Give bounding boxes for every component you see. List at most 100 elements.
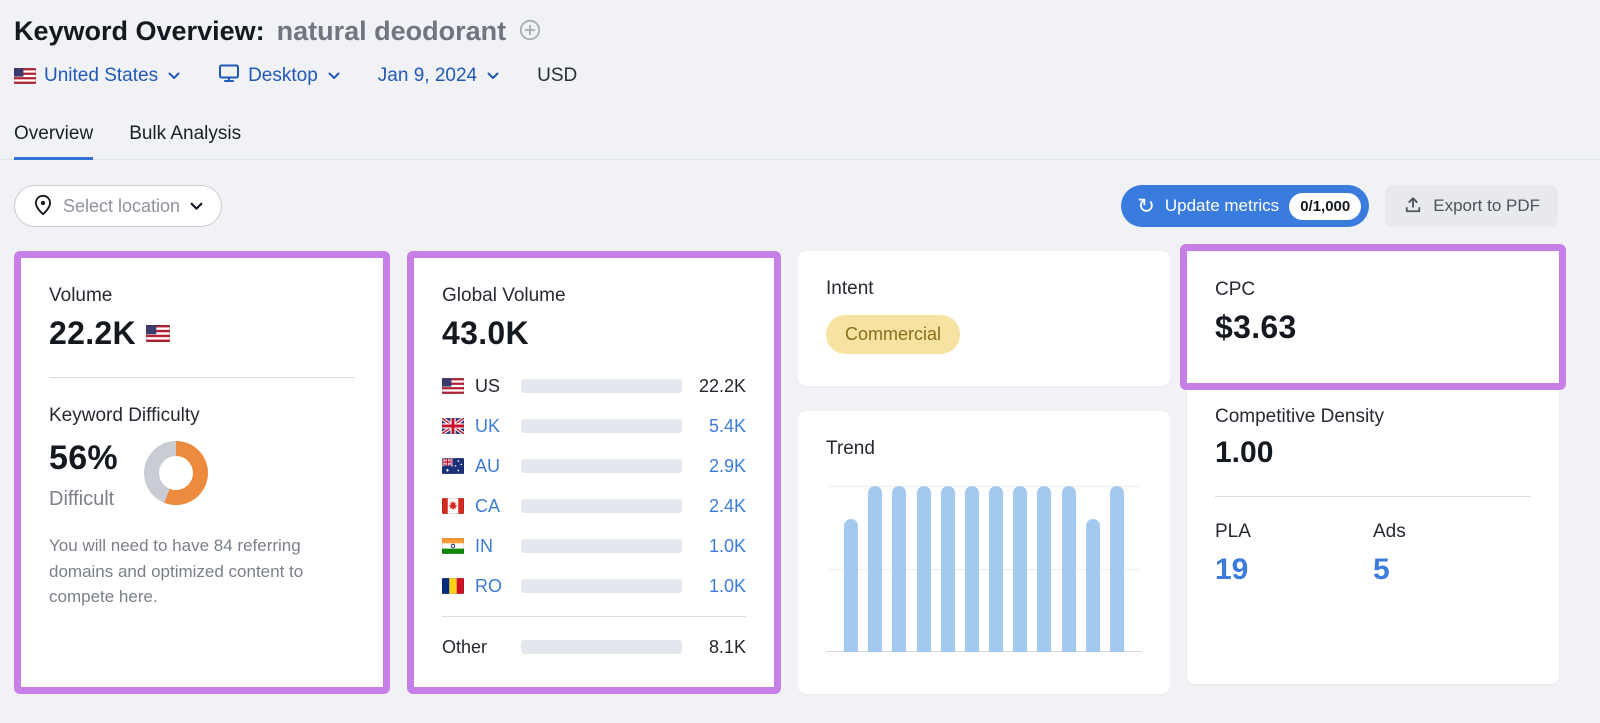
volume-title: Volume <box>49 285 113 306</box>
add-keyword-button[interactable] <box>518 18 542 45</box>
volume-card-highlight-box: Volume 22.2K Keyword Difficulty 56% Diff… <box>14 251 390 694</box>
country-volume-value: 2.4K <box>708 495 746 516</box>
cpc-value: $3.63 <box>1215 309 1297 345</box>
country-label: AU <box>475 455 501 476</box>
volume-bar <box>521 579 682 593</box>
select-location-label: Select location <box>63 195 181 216</box>
trend-bar-6 <box>964 486 979 652</box>
location-dropdown[interactable]: United States <box>14 65 180 87</box>
country-label: US <box>475 375 501 396</box>
date-dropdown[interactable]: Jan 9, 2024 <box>378 65 499 87</box>
gridline <box>828 486 1140 487</box>
device-dropdown[interactable]: Desktop <box>218 63 340 89</box>
volume-card: Volume 22.2K Keyword Difficulty 56% Diff… <box>21 258 383 637</box>
volume-bar <box>521 459 682 473</box>
trend-bar-3 <box>892 486 907 652</box>
intent-badge[interactable]: Commercial <box>826 315 961 354</box>
keyword-difficulty-label: Difficult <box>49 488 115 510</box>
country-volume-value: 2.9K <box>708 455 746 476</box>
card-divider <box>49 377 355 378</box>
global-volume-row-uk[interactable]: UK 5.4K <box>442 406 746 446</box>
tab-bulk-analysis[interactable]: Bulk Analysis <box>129 123 242 144</box>
trend-bar-10 <box>1061 486 1076 652</box>
x-axis <box>826 651 1142 652</box>
uk-flag-icon <box>442 418 464 434</box>
select-location-dropdown[interactable]: Select location <box>14 185 223 227</box>
us-flag-icon <box>442 378 464 394</box>
volume-bar <box>521 640 682 654</box>
trend-bar-11 <box>1085 519 1100 652</box>
country-volume-value: 8.1K <box>708 636 746 657</box>
global-volume-rows: US 22.2K UK 5.4K AU 2.9K CA 2.4K IN 1.0K RO 1.0K <box>442 366 746 606</box>
global-volume-row-other: Other 8.1K <box>442 627 746 667</box>
competitive-density-title: Competitive Density <box>1215 406 1384 427</box>
ads-value-link[interactable]: 5 <box>1373 553 1390 586</box>
export-to-pdf-label: Export to PDF <box>1433 196 1540 215</box>
global-volume-row-au[interactable]: AU 2.9K <box>442 446 746 486</box>
tabs-bar: Overview Bulk Analysis <box>0 123 1600 160</box>
date-dropdown-label: Jan 9, 2024 <box>377 65 478 86</box>
in-flag-icon <box>442 538 464 554</box>
refresh-icon: ↻ <box>1137 193 1155 218</box>
global-volume-title: Global Volume <box>442 285 566 306</box>
ads-label: Ads <box>1373 521 1406 542</box>
us-flag-icon <box>145 325 170 342</box>
trend-bar-8 <box>1013 486 1028 652</box>
chevron-down-icon <box>190 202 203 210</box>
global-volume-row-ca[interactable]: CA 2.4K <box>442 486 746 526</box>
country-volume-value: 22.2K <box>698 375 746 396</box>
us-flag-icon <box>14 68 36 84</box>
trend-title: Trend <box>826 438 875 459</box>
volume-bar <box>521 539 682 553</box>
global-volume-card: Global Volume 43.0K US 22.2K UK 5.4K AU 2.9K C… <box>414 258 774 694</box>
country-volume-value: 1.0K <box>708 575 746 596</box>
currency-label: USD <box>537 65 578 86</box>
country-volume-value: 5.4K <box>708 415 746 436</box>
volume-value: 22.2K <box>49 315 136 351</box>
global-volume-row-us: US 22.2K <box>442 366 746 406</box>
location-dropdown-label: United States <box>44 65 159 86</box>
card-divider <box>1215 496 1531 497</box>
page-header: Keyword Overview: natural deodorant <box>14 0 1558 47</box>
global-volume-row-ro[interactable]: RO 1.0K <box>442 566 746 606</box>
country-volume-value: 1.0K <box>708 535 746 556</box>
cpc-competitive-card: CPC $3.63 Competitive Density 1.00 PLA 1… <box>1180 244 1566 684</box>
export-to-pdf-button[interactable]: Export to PDF <box>1385 185 1558 227</box>
trend-bar-chart <box>826 486 1142 652</box>
country-label: CA <box>475 495 501 516</box>
global-volume-card-highlight-box: Global Volume 43.0K US 22.2K UK 5.4K AU 2.9K C… <box>407 251 781 694</box>
pla-value-link[interactable]: 19 <box>1215 553 1249 586</box>
circle-plus-icon <box>518 18 542 45</box>
update-metrics-button[interactable]: ↻ Update metrics 0/1,000 <box>1121 185 1370 227</box>
volume-bar <box>521 379 682 393</box>
cpc-title: CPC <box>1215 279 1256 300</box>
ca-flag-icon <box>442 498 464 514</box>
country-label: IN <box>475 535 493 556</box>
volume-bar <box>521 499 682 513</box>
gridline <box>828 569 1140 570</box>
page-title-keyword: natural deodorant <box>276 16 507 46</box>
trend-bar-12 <box>1109 486 1124 652</box>
country-label: UK <box>475 415 501 436</box>
global-volume-row-in[interactable]: IN 1.0K <box>442 526 746 566</box>
au-flag-icon <box>442 458 464 474</box>
chevron-down-icon <box>328 72 340 79</box>
keyword-difficulty-description: You will need to have 84 referring domai… <box>49 536 304 606</box>
desktop-icon <box>218 63 240 89</box>
tab-overview[interactable]: Overview <box>14 123 94 160</box>
intent-card: Intent Commercial <box>798 251 1170 386</box>
update-metrics-count-badge: 0/1,000 <box>1289 192 1362 220</box>
trend-card: Trend <box>798 411 1170 694</box>
location-pin-icon <box>33 194 53 219</box>
device-dropdown-label: Desktop <box>248 65 318 86</box>
tabs-divider <box>0 159 1600 160</box>
page-title: Keyword Overview: <box>14 16 265 46</box>
country-label: RO <box>475 575 502 596</box>
trend-bar-2 <box>868 486 883 652</box>
chevron-down-icon <box>487 72 499 79</box>
country-label: Other <box>442 636 488 657</box>
trend-bar-1 <box>844 519 858 652</box>
keyword-difficulty-title: Keyword Difficulty <box>49 405 200 426</box>
intent-title: Intent <box>826 278 874 299</box>
chevron-down-icon <box>168 72 180 79</box>
